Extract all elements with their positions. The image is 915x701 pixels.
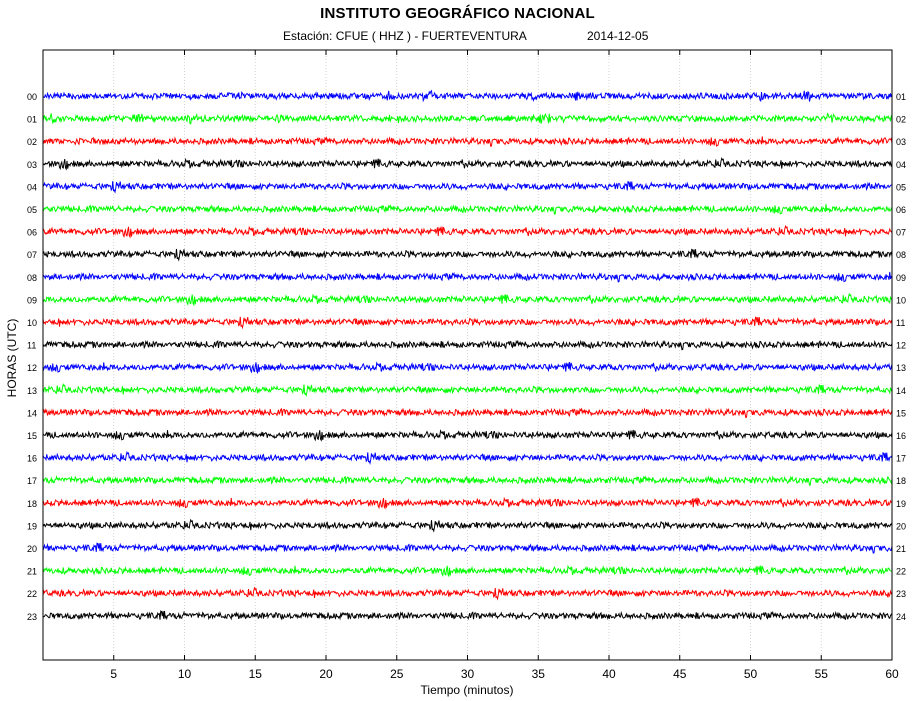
- x-tick-label: 50: [744, 667, 758, 681]
- hour-label-left: 06: [27, 228, 37, 238]
- hour-label-left: 11: [27, 341, 36, 351]
- x-tick-label: 5: [110, 667, 117, 681]
- hour-label-right: 01: [896, 92, 906, 102]
- hour-label-right: 08: [896, 250, 906, 260]
- y-axis-label: HORAS (UTC): [5, 319, 19, 398]
- trace-hour-19: [42, 518, 893, 533]
- hour-label-right: 18: [896, 476, 906, 486]
- date-label: 2014-12-05: [587, 29, 649, 43]
- hour-label-right: 15: [896, 408, 906, 418]
- hour-label-left: 01: [27, 115, 37, 125]
- x-tick-label: 15: [249, 667, 263, 681]
- trace-hour-15: [42, 429, 893, 442]
- trace-hour-13: [42, 383, 893, 398]
- hour-label-right: 20: [896, 521, 906, 531]
- chart-title: INSTITUTO GEOGRÁFICO NACIONAL: [320, 5, 595, 22]
- hour-label-right: 24: [896, 612, 906, 622]
- hour-label-left: 03: [27, 160, 37, 170]
- trace-hour-08: [42, 271, 893, 283]
- x-tick-label: 10: [178, 667, 192, 681]
- hour-label-right: 14: [896, 386, 906, 396]
- x-ticks: 5 10 15 20 25 30 35 40 45 50 55 60: [110, 50, 899, 681]
- hour-label-right: 09: [896, 273, 906, 283]
- hour-label-left: 19: [27, 521, 37, 531]
- hour-label-right: 03: [896, 137, 906, 147]
- hour-label-left: 15: [27, 431, 37, 441]
- trace-hour-01: [42, 112, 893, 125]
- trace-hour-02: [42, 136, 893, 147]
- hour-label-right: 07: [896, 228, 906, 238]
- trace-hour-04: [42, 180, 893, 194]
- x-tick-label: 45: [673, 667, 687, 681]
- hour-label-left: 18: [27, 499, 37, 509]
- hour-label-left: 14: [27, 408, 37, 418]
- hour-label-left: 12: [27, 363, 37, 373]
- trace-hour-06: [42, 224, 893, 239]
- trace-hour-23: [42, 610, 893, 621]
- hour-label-right: 06: [896, 205, 906, 215]
- trace-hour-12: [42, 361, 893, 375]
- hour-label-right: 22: [896, 567, 906, 577]
- x-tick-label: 20: [319, 667, 333, 681]
- hour-label-right: 12: [896, 341, 906, 351]
- hour-label-right: 21: [896, 544, 906, 554]
- x-axis-label: Tiempo (minutos): [421, 683, 514, 697]
- hour-label-left: 16: [27, 454, 37, 464]
- hour-label-right: 11: [896, 318, 905, 328]
- hour-label-right: 10: [896, 295, 906, 305]
- hour-label-right: 05: [896, 182, 906, 192]
- trace-hour-11: [42, 339, 893, 351]
- x-tick-label: 25: [390, 667, 404, 681]
- trace-hour-22: [42, 586, 893, 601]
- hour-label-left: 17: [27, 476, 37, 486]
- trace-hour-17: [42, 475, 893, 486]
- hour-label-right: 23: [896, 589, 906, 599]
- station-label: Estación: CFUE ( HHZ ) - FUERTEVENTURA: [283, 29, 527, 43]
- hour-label-left: 05: [27, 205, 37, 215]
- hour-label-left: 22: [27, 589, 37, 599]
- hour-label-left: 10: [27, 318, 37, 328]
- trace-hour-05: [42, 203, 893, 215]
- hour-label-left: 08: [27, 273, 37, 283]
- hour-label-left: 13: [27, 386, 37, 396]
- hour-label-left: 07: [27, 250, 37, 260]
- hour-label-left: 09: [27, 295, 37, 305]
- trace-hour-18: [42, 496, 893, 510]
- trace-group: [42, 89, 893, 621]
- x-tick-label: 30: [461, 667, 475, 681]
- hour-label-right: 16: [896, 431, 906, 441]
- trace-hour-20: [42, 542, 893, 554]
- hour-label-left: 02: [27, 137, 37, 147]
- trace-hour-00: [42, 89, 893, 103]
- hour-label-right: 17: [896, 454, 906, 464]
- trace-hour-21: [42, 564, 893, 578]
- trace-hour-16: [42, 450, 893, 465]
- x-tick-label: 60: [885, 667, 899, 681]
- hour-label-right: 19: [896, 499, 906, 509]
- hour-label-right: 04: [896, 160, 906, 170]
- trace-hour-10: [42, 316, 893, 330]
- x-tick-label: 35: [532, 667, 546, 681]
- hour-label-left: 20: [27, 544, 37, 554]
- hour-label-left: 04: [27, 182, 37, 192]
- hour-label-right: 02: [896, 115, 906, 125]
- hour-label-left: 00: [27, 92, 37, 102]
- trace-hour-07: [42, 248, 893, 262]
- hour-labels: 00 01 01 02 02 03 03 04 04 05 05 06 06 07 07 08 08 09 09 10…: [27, 92, 906, 622]
- x-tick-label: 40: [602, 667, 616, 681]
- trace-hour-14: [42, 407, 893, 419]
- x-tick-label: 55: [815, 667, 829, 681]
- trace-hour-03: [42, 157, 893, 171]
- trace-hour-09: [42, 292, 893, 307]
- hour-label-right: 13: [896, 363, 906, 373]
- hour-label-left: 23: [27, 612, 37, 622]
- hour-label-left: 21: [27, 567, 37, 577]
